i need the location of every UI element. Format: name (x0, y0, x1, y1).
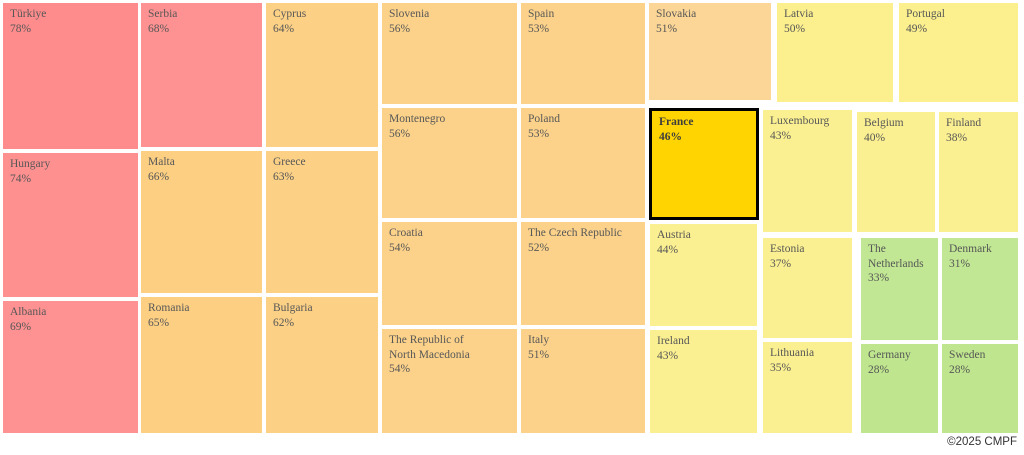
country-value: 31% (949, 257, 971, 270)
country-value: 43% (770, 129, 792, 142)
copyright: ©2025 CMPF (947, 436, 1017, 448)
country-label: Croatia (389, 227, 423, 239)
country-value: 64% (273, 22, 295, 35)
treemap-cell-sweden[interactable]: Sweden 28% (942, 344, 1018, 433)
treemap-cell-serbia[interactable]: Serbia 68% (141, 3, 262, 147)
country-label: France (659, 116, 694, 128)
country-label: The Netherlands (868, 243, 924, 270)
country-label: Belgium (864, 117, 904, 129)
treemap-cell-lithuania[interactable]: Lithuania 35% (763, 342, 852, 433)
country-label: The Republic of North Macedonia (389, 334, 470, 361)
country-value: 52% (528, 241, 550, 254)
country-value: 28% (868, 363, 890, 376)
treemap-cell-denmark[interactable]: Denmark 31% (942, 238, 1018, 340)
treemap-cell-poland[interactable]: Poland 53% (521, 108, 645, 218)
treemap-cell-luxembourg[interactable]: Luxembourg 43% (763, 110, 852, 232)
country-value: 49% (906, 22, 928, 35)
country-label: Romania (148, 302, 190, 314)
country-value: 33% (868, 272, 890, 285)
country-value: 62% (273, 316, 295, 329)
treemap-cell-estonia[interactable]: Estonia 37% (763, 238, 852, 338)
treemap-cell-the-netherlands[interactable]: The Netherlands 33% (861, 238, 938, 340)
treemap-cell-slovakia[interactable]: Slovakia 51% (649, 3, 771, 100)
country-value: 51% (528, 348, 550, 361)
treemap-cell-bulgaria[interactable]: Bulgaria 62% (266, 297, 378, 433)
country-label: Austria (657, 229, 691, 241)
country-label: Hungary (10, 158, 51, 170)
country-value: 56% (389, 127, 411, 140)
treemap-cell-malta[interactable]: Malta 66% (141, 151, 262, 293)
country-value: 78% (10, 22, 32, 35)
country-label: Spain (528, 8, 555, 20)
country-value: 74% (10, 172, 32, 185)
country-value: 63% (273, 170, 295, 183)
country-label: Estonia (770, 243, 805, 255)
country-value: 44% (657, 243, 679, 256)
country-label: The Czech Republic (528, 227, 622, 239)
treemap-cell-finland[interactable]: Finland 38% (939, 112, 1018, 232)
treemap-cell-croatia[interactable]: Croatia 54% (382, 222, 517, 325)
country-value: 37% (770, 257, 792, 270)
country-value: 68% (148, 22, 170, 35)
country-value: 43% (657, 349, 679, 362)
country-label: Italy (528, 334, 550, 346)
country-value: 54% (389, 241, 411, 254)
country-label: Bulgaria (273, 302, 313, 314)
treemap-cell-the-czech-republic[interactable]: The Czech Republic 52% (521, 222, 645, 325)
treemap-cell-slovenia[interactable]: Slovenia 56% (382, 3, 517, 104)
treemap-cell-ireland[interactable]: Ireland 43% (650, 330, 757, 433)
country-label: Slovenia (389, 8, 430, 20)
treemap-cell-albania[interactable]: Albania 69% (3, 301, 138, 433)
country-label: Denmark (949, 243, 992, 255)
country-label: Latvia (784, 8, 814, 20)
country-value: 66% (148, 170, 170, 183)
country-label: Slovakia (656, 8, 697, 20)
treemap-cell-the-republic-of-north-macedonia[interactable]: The Republic of North Macedonia 54% (382, 329, 517, 433)
country-value: 69% (10, 320, 32, 333)
treemap-cell-germany[interactable]: Germany 28% (861, 344, 938, 433)
country-label: Serbia (148, 8, 178, 20)
treemap-cell-montenegro[interactable]: Montenegro 56% (382, 108, 517, 218)
treemap-cell-romania[interactable]: Romania 65% (141, 297, 262, 433)
country-label: Sweden (949, 349, 986, 361)
country-label: Malta (148, 156, 175, 168)
treemap-cell-austria[interactable]: Austria 44% (650, 224, 757, 326)
treemap-cell-portugal[interactable]: Portugal 49% (899, 3, 1018, 102)
country-label: Finland (946, 117, 982, 129)
treemap-cell-cyprus[interactable]: Cyprus 64% (266, 3, 378, 147)
country-label: Luxembourg (770, 115, 830, 127)
treemap-cell-france[interactable]: France 46% (649, 108, 759, 220)
country-label: Montenegro (389, 113, 446, 125)
treemap-cell-latvia[interactable]: Latvia 50% (777, 3, 893, 102)
country-label: Albania (10, 306, 47, 318)
country-value: 54% (389, 363, 411, 376)
treemap-cell-italy[interactable]: Italy 51% (521, 329, 645, 433)
country-value: 53% (528, 127, 550, 140)
country-label: Türkiye (10, 8, 47, 20)
treemap-cell-t-rkiye[interactable]: Türkiye 78% (3, 3, 138, 149)
country-value: 65% (148, 316, 170, 329)
treemap-cell-spain[interactable]: Spain 53% (521, 3, 645, 104)
country-label: Ireland (657, 335, 690, 347)
country-value: 46% (659, 130, 682, 143)
country-value: 53% (528, 22, 550, 35)
country-value: 28% (949, 363, 971, 376)
country-value: 50% (784, 22, 806, 35)
country-value: 35% (770, 361, 792, 374)
country-label: Lithuania (770, 347, 815, 359)
country-value: 51% (656, 22, 678, 35)
treemap-cell-greece[interactable]: Greece 63% (266, 151, 378, 293)
country-label: Poland (528, 113, 560, 125)
country-label: Portugal (906, 8, 945, 20)
country-label: Cyprus (273, 8, 307, 20)
treemap-cell-hungary[interactable]: Hungary 74% (3, 153, 138, 297)
treemap: Türkiye 78% Hungary 74% Albania 69% Serbia 68% M… (3, 3, 1018, 433)
country-label: Greece (273, 156, 306, 168)
country-value: 38% (946, 131, 968, 144)
country-label: Germany (868, 349, 911, 361)
country-value: 56% (389, 22, 411, 35)
treemap-cell-belgium[interactable]: Belgium 40% (857, 112, 935, 232)
country-value: 40% (864, 131, 886, 144)
